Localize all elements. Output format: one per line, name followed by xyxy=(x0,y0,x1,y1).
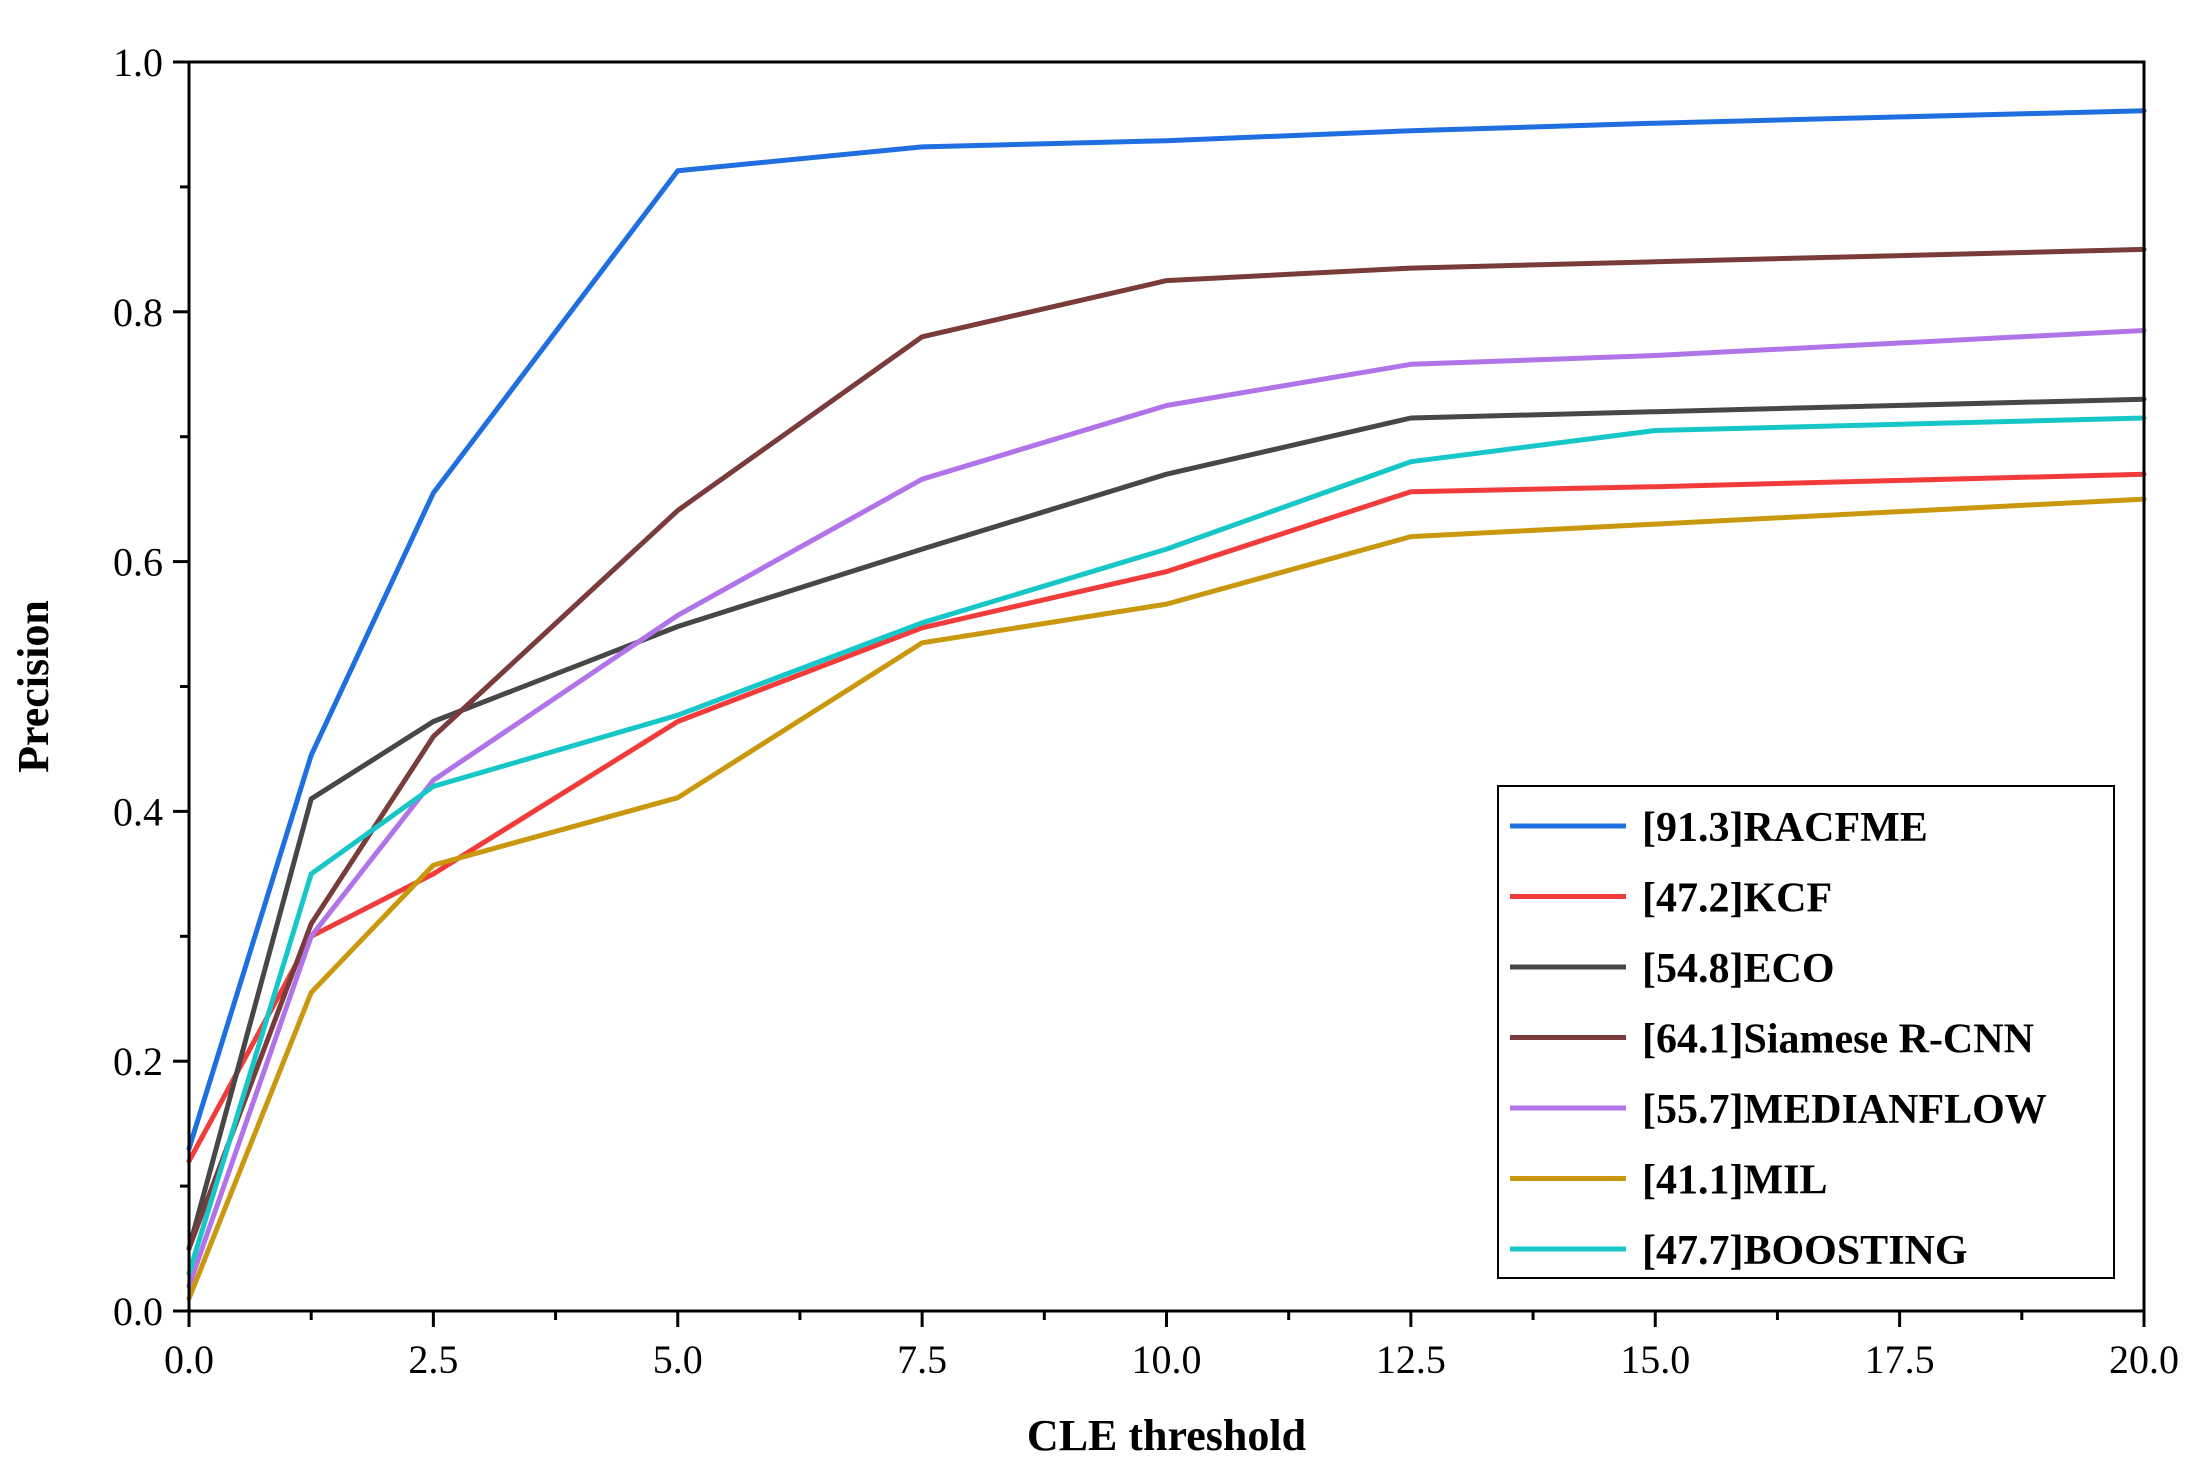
legend-label-5: [55.7]MEDIANFLOW xyxy=(1642,1087,2047,1133)
series-lines xyxy=(186,108,2147,1301)
plot-frame xyxy=(187,60,2146,1313)
legend-label-1: [91.3]RACFME xyxy=(1642,805,1928,851)
y-tick-label: 0.6 xyxy=(113,540,163,585)
series-line-2 xyxy=(186,471,2147,1164)
legend-label-3: [54.8]ECO xyxy=(1642,946,1835,992)
legend-label-6: [41.1]MIL xyxy=(1642,1158,1827,1204)
x-tick-label: 2.5 xyxy=(408,1337,458,1382)
x-tick-label: 10.0 xyxy=(1132,1337,1202,1382)
y-tick-label: 0.0 xyxy=(113,1289,163,1334)
x-tick-label: 20.0 xyxy=(2109,1337,2179,1382)
y-tick-label: 1.0 xyxy=(113,40,163,85)
legend-label-7: [47.7]BOOSTING xyxy=(1642,1228,1968,1274)
x-axis-title: CLE threshold xyxy=(1027,1411,1306,1460)
series-line-5 xyxy=(186,328,2147,1289)
series-line-3 xyxy=(186,396,2147,1251)
x-tick-label: 0.0 xyxy=(164,1337,214,1382)
series-line-6 xyxy=(186,496,2147,1301)
y-tick-label: 0.8 xyxy=(113,290,163,335)
legend-box xyxy=(1497,785,2115,1279)
legend-label-4: [64.1]Siamese R-CNN xyxy=(1642,1017,2034,1063)
series-line-1 xyxy=(186,108,2147,1152)
axis-tick-labels: 0.0 2.5 5.0 7.5 10.0 12.5 15.0 17.5 20.0 0.0 0.2 0.… xyxy=(113,40,2179,1382)
series-line-4 xyxy=(186,246,2147,1251)
y-tick-label: 0.4 xyxy=(113,789,163,834)
x-tick-label: 12.5 xyxy=(1376,1337,1446,1382)
y-tick-label: 0.2 xyxy=(113,1039,163,1084)
x-tick-label: 7.5 xyxy=(897,1337,947,1382)
x-tick-label: 5.0 xyxy=(653,1337,703,1382)
series-line-7 xyxy=(186,415,2147,1276)
legend-label-2: [47.2]KCF xyxy=(1642,876,1832,922)
x-tick-label: 15.0 xyxy=(1620,1337,1690,1382)
x-tick-label: 17.5 xyxy=(1865,1337,1935,1382)
legend: [91.3]RACFME [47.2]KCF [54.8]ECO [64.1]Siam… xyxy=(1497,785,2115,1279)
y-axis-title: Precision xyxy=(9,600,58,773)
